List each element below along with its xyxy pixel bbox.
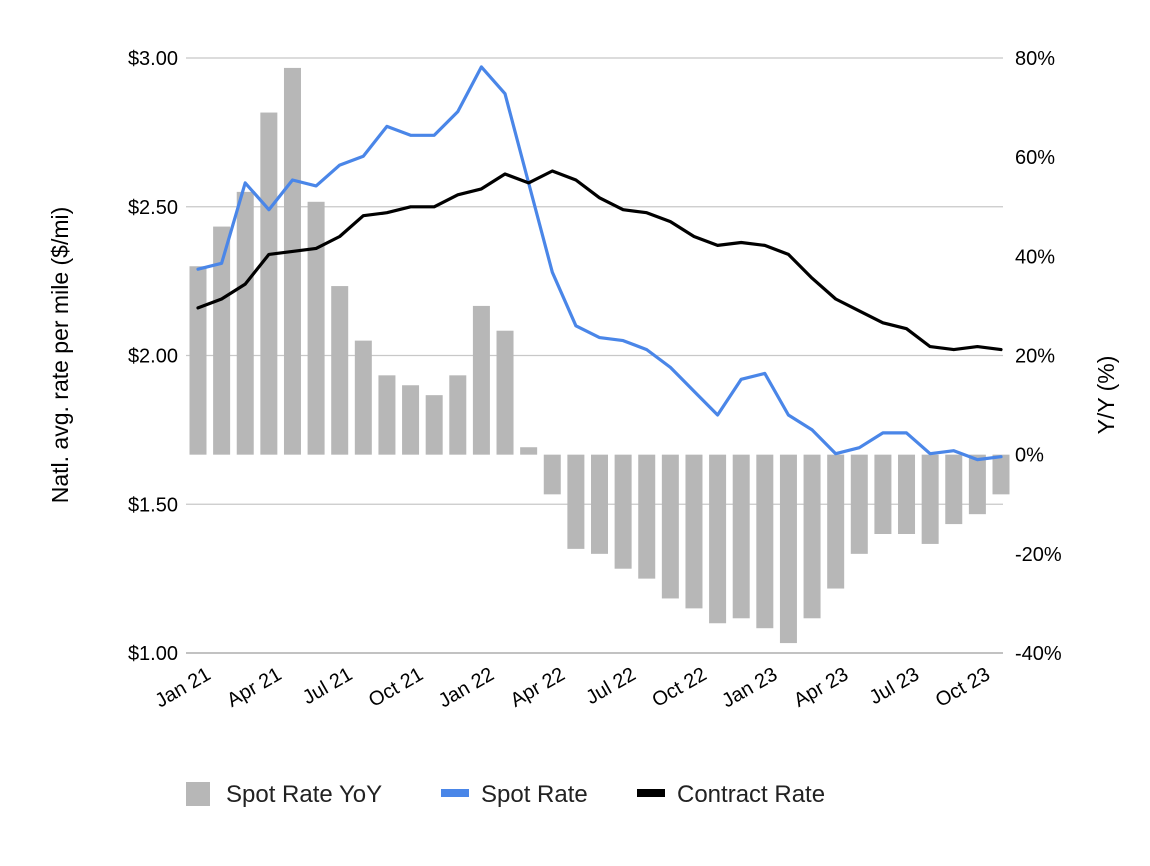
yoy-bar	[425, 395, 443, 455]
right-tick-label: 80%	[1015, 48, 1055, 70]
right-axis-title: Y/Y (%)	[1093, 356, 1119, 435]
yoy-bars	[189, 67, 1010, 644]
yoy-bar	[898, 454, 916, 534]
legend-label: Spot Rate YoY	[226, 781, 382, 808]
left-axis-title: Natl. avg. rate per mile ($/mi)	[47, 207, 73, 504]
right-tick-label: 20%	[1015, 346, 1055, 368]
legend-item: Spot Rate YoY	[186, 781, 382, 808]
x-tick-label: Apr 23	[790, 663, 852, 712]
yoy-bar	[543, 454, 561, 495]
left-tick-label: $2.50	[128, 197, 178, 219]
legend-label: Spot Rate	[481, 781, 588, 808]
left-axis-ticks: $1.00 $1.50 $2.00 $2.50 $3.00	[128, 48, 178, 665]
legend-swatch	[637, 789, 665, 797]
x-tick-label: Apr 22	[507, 663, 569, 712]
yoy-bar	[402, 385, 420, 455]
left-tick-label: $2.00	[128, 346, 178, 368]
right-axis-ticks: -40% -20% 0% 20% 40% 60% 80%	[1015, 48, 1062, 665]
x-tick-label: Oct 23	[932, 663, 994, 712]
left-tick-label: $1.50	[128, 494, 178, 516]
yoy-bar	[850, 454, 868, 554]
yoy-bar	[283, 67, 301, 455]
yoy-bar	[213, 226, 231, 455]
yoy-bar	[803, 454, 821, 619]
x-tick-label: Jul 21	[299, 663, 356, 709]
yoy-bar	[472, 305, 490, 455]
yoy-bar	[614, 454, 632, 569]
x-tick-label: Jul 22	[582, 663, 639, 709]
rate-lines	[196, 65, 1003, 462]
contract-rate-line	[196, 169, 1003, 352]
yoy-bar	[992, 454, 1010, 495]
yoy-bar	[968, 454, 986, 515]
yoy-bar	[591, 454, 608, 554]
yoy-bar	[307, 201, 325, 455]
spot-rate-line	[196, 65, 1003, 462]
x-tick-label: Jan 21	[151, 663, 214, 712]
right-tick-label: 40%	[1015, 246, 1055, 268]
yoy-bar	[945, 454, 963, 525]
left-tick-label: $3.00	[128, 48, 178, 70]
legend-swatch	[441, 789, 469, 797]
x-tick-label: Apr 21	[223, 663, 285, 712]
right-tick-label: -40%	[1015, 643, 1062, 665]
x-axis-ticks: Jan 21 Apr 21 Jul 21 Oct 21 Jan 22 Apr 22 Jul …	[151, 663, 993, 712]
yoy-bar	[189, 266, 207, 455]
yoy-bar	[260, 112, 278, 455]
yoy-bar	[732, 454, 750, 619]
x-tick-label: Jan 23	[718, 663, 781, 712]
legend-item: Contract Rate	[637, 781, 825, 808]
yoy-bar	[449, 375, 467, 455]
yoy-bar	[661, 454, 679, 599]
x-tick-label: Oct 21	[365, 663, 427, 712]
x-tick-label: Jul 23	[866, 663, 923, 709]
legend-item: Spot Rate	[441, 781, 588, 808]
yoy-bar	[567, 454, 585, 549]
x-tick-label: Jan 22	[435, 663, 498, 712]
legend-label: Contract Rate	[677, 781, 825, 808]
yoy-bar	[236, 191, 254, 455]
yoy-bar	[779, 454, 797, 644]
legend: Spot Rate YoY Spot Rate Contract Rate	[186, 781, 825, 808]
yoy-bar	[496, 330, 514, 455]
yoy-bar	[638, 454, 656, 579]
yoy-bar	[709, 454, 727, 624]
yoy-bar	[520, 447, 538, 455]
legend-swatch	[186, 782, 210, 806]
yoy-bar	[874, 454, 892, 534]
yoy-bar	[354, 340, 372, 455]
right-tick-label: -20%	[1015, 544, 1062, 566]
yoy-bar	[756, 454, 774, 629]
right-tick-label: 0%	[1015, 445, 1044, 467]
yoy-bar	[921, 454, 939, 544]
left-tick-label: $1.00	[128, 643, 178, 665]
yoy-bar	[378, 375, 396, 455]
right-tick-label: 60%	[1015, 147, 1055, 169]
x-tick-label: Oct 22	[648, 663, 710, 712]
yoy-bar	[685, 454, 703, 609]
yoy-bar	[331, 286, 349, 455]
yoy-bar	[827, 454, 845, 589]
